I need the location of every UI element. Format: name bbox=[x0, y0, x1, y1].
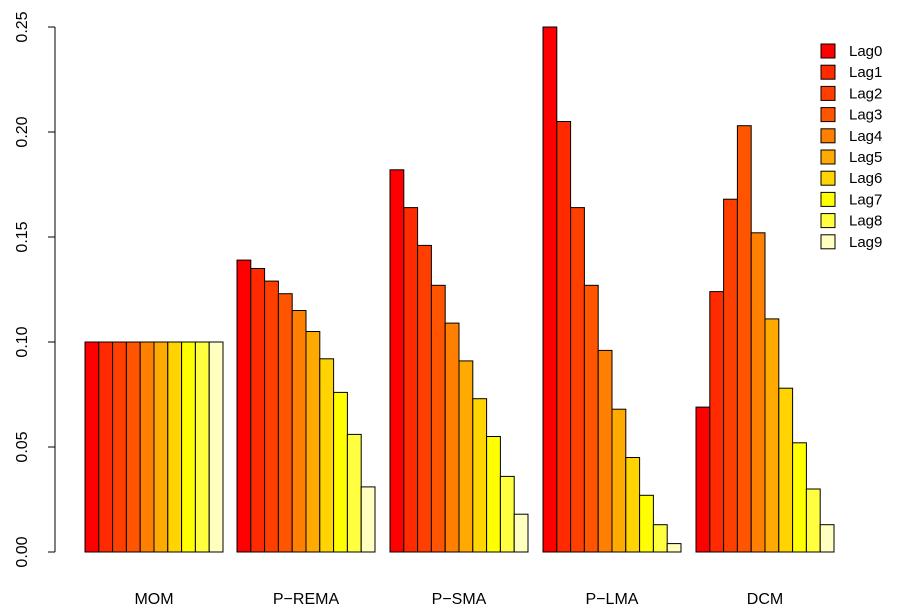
legend-swatch bbox=[820, 64, 836, 80]
bar bbox=[84, 341, 100, 553]
bar bbox=[486, 436, 501, 553]
legend-swatch bbox=[820, 170, 836, 186]
bar bbox=[112, 341, 127, 553]
legend-swatch bbox=[820, 149, 836, 165]
bar bbox=[236, 259, 252, 553]
bar bbox=[805, 488, 821, 553]
y-tick-label: 0.10 bbox=[14, 326, 31, 357]
legend-swatch bbox=[820, 213, 836, 229]
bar bbox=[264, 280, 279, 553]
legend-label: Lag0 bbox=[849, 43, 882, 60]
legend-label: Lag2 bbox=[849, 85, 882, 102]
bar bbox=[750, 232, 766, 553]
legend-swatch bbox=[820, 107, 836, 123]
bars bbox=[84, 26, 835, 553]
bar bbox=[305, 331, 321, 553]
legend-label: Lag9 bbox=[849, 234, 882, 251]
legend-label: Lag7 bbox=[849, 191, 882, 208]
legend-swatch bbox=[820, 85, 836, 101]
legend-label: Lag6 bbox=[849, 170, 882, 187]
legend-label: Lag5 bbox=[849, 149, 882, 166]
bar bbox=[499, 475, 515, 553]
legend-label: Lag3 bbox=[849, 107, 882, 124]
bar bbox=[98, 341, 114, 553]
bar bbox=[139, 341, 155, 553]
bar-group bbox=[236, 259, 376, 553]
bar bbox=[389, 169, 405, 553]
bar bbox=[430, 284, 446, 553]
bar bbox=[291, 310, 307, 553]
bar bbox=[208, 341, 224, 553]
bar-group bbox=[695, 125, 835, 553]
bar bbox=[167, 341, 183, 553]
bar bbox=[346, 433, 362, 553]
bar bbox=[583, 284, 599, 553]
bar bbox=[360, 486, 376, 553]
bar bbox=[819, 524, 835, 553]
bar bbox=[472, 398, 488, 553]
y-tick-label: 0.20 bbox=[14, 116, 31, 147]
x-category-label: P−REMA bbox=[273, 591, 340, 608]
bar bbox=[250, 268, 266, 553]
bar bbox=[417, 244, 432, 553]
bar bbox=[666, 543, 682, 553]
bar bbox=[639, 494, 654, 553]
x-category-label: DCM bbox=[747, 591, 783, 608]
legend-label: Lag8 bbox=[849, 213, 882, 230]
y-tick-label: 0.00 bbox=[14, 536, 31, 567]
bar bbox=[153, 341, 169, 553]
bar bbox=[403, 207, 419, 553]
bar bbox=[125, 341, 141, 553]
bar bbox=[444, 322, 460, 553]
bar-group bbox=[542, 26, 682, 553]
legend-label: Lag1 bbox=[849, 64, 882, 81]
bar bbox=[611, 408, 627, 553]
x-category-label: P−SMA bbox=[432, 591, 487, 608]
bar-group bbox=[389, 169, 529, 553]
bar-group bbox=[84, 341, 224, 553]
bar bbox=[570, 207, 585, 553]
bar bbox=[736, 125, 752, 553]
bar bbox=[652, 524, 668, 553]
bar bbox=[695, 406, 711, 553]
bar bbox=[542, 26, 558, 553]
y-tick-label: 0.25 bbox=[14, 11, 31, 42]
bar bbox=[723, 198, 738, 553]
bar bbox=[778, 387, 794, 553]
legend-swatch bbox=[820, 43, 836, 59]
x-category-label: MOM bbox=[134, 591, 173, 608]
bar bbox=[556, 121, 572, 553]
bar bbox=[709, 291, 725, 553]
bar bbox=[458, 360, 474, 553]
bar bbox=[277, 293, 293, 553]
bar bbox=[764, 318, 780, 553]
bar bbox=[319, 358, 335, 553]
bar bbox=[513, 513, 529, 553]
legend-swatch bbox=[820, 234, 836, 250]
x-category-label: P−LMA bbox=[586, 591, 639, 608]
bar bbox=[333, 391, 348, 553]
legend: Lag0 Lag1 Lag2 Lag3 Lag4 Lag5 Lag6 Lag7 Lag8 Lag9 bbox=[820, 43, 882, 251]
bar bbox=[181, 341, 196, 553]
bar bbox=[597, 349, 613, 553]
bar bbox=[194, 341, 210, 553]
x-axis-labels: MOM P−REMA P−SMA P−LMA DCM bbox=[134, 591, 783, 608]
y-tick-label: 0.05 bbox=[14, 431, 31, 462]
legend-swatch bbox=[820, 191, 836, 207]
bar bbox=[792, 442, 807, 553]
y-tick-label: 0.15 bbox=[14, 221, 31, 252]
legend-swatch bbox=[820, 128, 836, 144]
y-axis: 0.00 0.05 0.10 0.15 0.20 0.25 bbox=[14, 11, 56, 568]
legend-label: Lag4 bbox=[849, 128, 882, 145]
bar bbox=[625, 457, 641, 553]
